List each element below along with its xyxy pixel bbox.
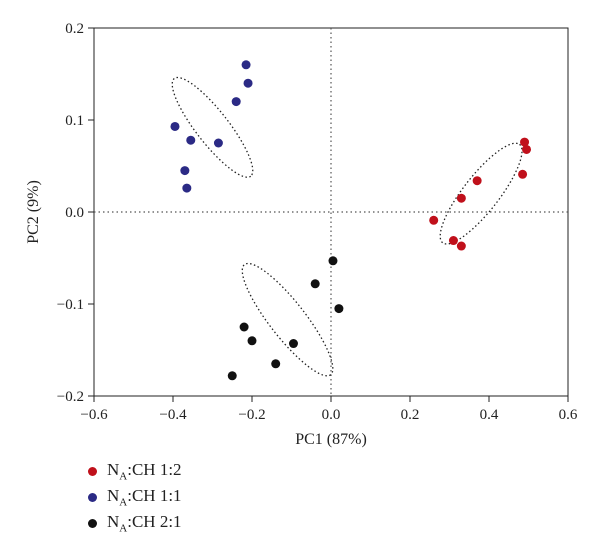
data-point — [429, 215, 439, 225]
data-point — [472, 176, 482, 186]
data-point — [243, 78, 253, 88]
x-tick-label: 0.6 — [559, 407, 578, 423]
legend-marker — [88, 466, 97, 476]
y-tick-label: −0.1 — [57, 297, 84, 313]
data-point — [170, 121, 180, 131]
data-point — [522, 144, 532, 154]
data-point — [239, 322, 249, 332]
data-point — [288, 339, 298, 349]
data-point — [328, 256, 338, 266]
data-point — [456, 241, 466, 251]
data-point — [456, 193, 466, 203]
data-point — [271, 359, 281, 369]
legend-label: NA:CH 2:1 — [107, 511, 182, 535]
data-point — [213, 138, 223, 148]
legend-item: NA:CH 2:1 — [88, 510, 182, 536]
y-tick-label: 0.1 — [65, 113, 84, 129]
y-tick-label: 0.2 — [65, 21, 84, 37]
x-tick-label: 0.0 — [322, 407, 341, 423]
x-tick-label: −0.6 — [80, 407, 108, 423]
pca-scatter-chart: −0.6 −0.4 −0.2 0.0 0.2 0.4 0.6 −0.2 −0.1 0.0 0.1 0… — [25, 21, 578, 448]
x-tick-label: −0.4 — [159, 407, 187, 423]
group-ellipse — [241, 262, 334, 377]
data-point — [520, 137, 530, 147]
data-point — [518, 169, 528, 179]
legend-marker — [88, 492, 97, 502]
legend-item: NA:CH 1:2 — [88, 458, 182, 484]
y-tick-label: 0.0 — [65, 205, 84, 221]
data-point — [231, 97, 241, 107]
legend-item: NA:CH 1:1 — [88, 484, 182, 510]
data-point — [247, 336, 257, 346]
group-ellipse — [439, 142, 523, 245]
data-point — [182, 183, 192, 193]
data-point — [227, 371, 237, 381]
legend: NA:CH 1:2 NA:CH 1:1 NA:CH 2:1 — [88, 458, 182, 536]
legend-marker — [88, 518, 97, 528]
data-point — [180, 166, 190, 176]
legend-label: NA:CH 1:1 — [107, 485, 182, 509]
data-point — [448, 236, 458, 246]
x-tick-label: 0.2 — [401, 407, 420, 423]
legend-label: NA:CH 1:2 — [107, 459, 182, 483]
y-axis-title: PC2 (9%) — [25, 180, 42, 244]
data-point — [186, 135, 196, 145]
data-point — [241, 60, 251, 70]
x-tick-label: 0.4 — [480, 407, 499, 423]
x-tick-label: −0.2 — [238, 407, 265, 423]
y-tick-label: −0.2 — [57, 389, 84, 405]
data-point — [310, 279, 320, 289]
x-axis-title: PC1 (87%) — [295, 431, 367, 448]
data-point — [334, 304, 344, 314]
